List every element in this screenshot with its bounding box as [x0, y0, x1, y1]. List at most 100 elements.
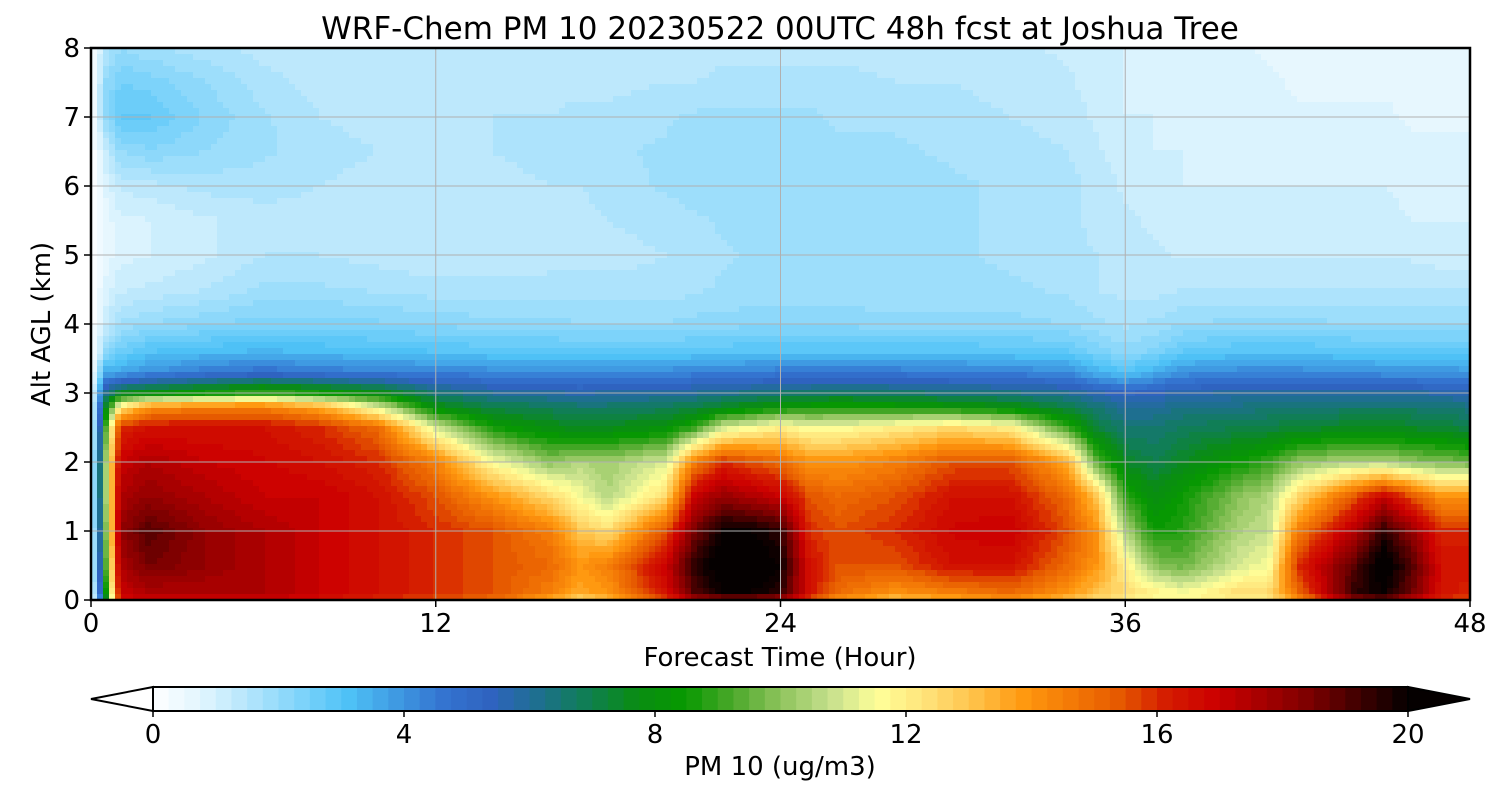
field-cell: [337, 402, 344, 409]
field-cell: [97, 516, 104, 523]
field-cell: [139, 450, 146, 457]
field-cell: [205, 540, 212, 547]
field-cell: [283, 168, 290, 175]
field-cell: [289, 336, 296, 343]
field-cell: [367, 54, 374, 61]
field-cell: [157, 588, 164, 595]
field-cell: [313, 258, 320, 265]
field-cell: [343, 78, 350, 85]
field-cell: [349, 504, 356, 511]
field-cell: [379, 234, 386, 241]
field-cell: [325, 486, 332, 493]
field-cell: [97, 312, 104, 319]
field-cell: [385, 348, 392, 355]
field-cell: [403, 288, 410, 295]
field-cell: [115, 348, 122, 355]
field-cell: [403, 420, 410, 427]
field-cell: [241, 558, 248, 565]
field-cell: [175, 408, 182, 415]
field-cell: [343, 144, 350, 151]
field-cell: [391, 324, 398, 331]
field-cell: [163, 516, 170, 523]
field-cell: [139, 108, 146, 115]
field-cell: [223, 204, 230, 211]
field-cell: [391, 414, 398, 421]
field-cell: [139, 270, 146, 277]
field-cell: [361, 216, 368, 223]
field-cell: [361, 306, 368, 313]
field-cell: [181, 156, 188, 163]
field-cell: [199, 72, 206, 79]
field-cell: [337, 234, 344, 241]
field-cell: [379, 198, 386, 205]
field-cell: [139, 468, 146, 475]
field-cell: [127, 486, 134, 493]
field-cell: [403, 354, 410, 361]
field-cell: [391, 306, 398, 313]
field-cell: [337, 414, 344, 421]
field-cell: [409, 516, 416, 523]
field-cell: [217, 414, 224, 421]
field-cell: [379, 96, 386, 103]
field-cell: [283, 216, 290, 223]
field-cell: [385, 132, 392, 139]
field-cell: [151, 102, 158, 109]
field-cell: [325, 174, 332, 181]
field-cell: [397, 222, 404, 229]
field-cell: [253, 288, 260, 295]
field-cell: [175, 450, 182, 457]
field-cell: [145, 108, 152, 115]
field-cell: [235, 90, 242, 97]
field-cell: [271, 144, 278, 151]
field-cell: [277, 306, 284, 313]
field-cell: [151, 246, 158, 253]
field-cell: [187, 72, 194, 79]
field-cell: [289, 132, 296, 139]
field-cell: [307, 552, 314, 559]
field-cell: [403, 294, 410, 301]
field-cell: [223, 270, 230, 277]
field-cell: [403, 342, 410, 349]
field-cell: [373, 330, 380, 337]
field-cell: [241, 546, 248, 553]
field-cell: [217, 444, 224, 451]
field-cell: [313, 558, 320, 565]
field-cell: [337, 570, 344, 577]
field-cell: [169, 486, 176, 493]
field-cell: [343, 108, 350, 115]
field-cell: [403, 336, 410, 343]
field-cell: [133, 510, 140, 517]
field-cell: [109, 510, 116, 517]
field-cell: [127, 546, 134, 553]
field-cell: [313, 324, 320, 331]
field-cell: [175, 336, 182, 343]
field-cell: [343, 426, 350, 433]
field-cell: [319, 78, 326, 85]
field-cell: [181, 570, 188, 577]
field-cell: [235, 330, 242, 337]
field-cell: [397, 462, 404, 469]
field-cell: [313, 402, 320, 409]
field-cell: [241, 438, 248, 445]
field-cell: [193, 90, 200, 97]
field-cell: [223, 570, 230, 577]
field-cell: [277, 582, 284, 589]
field-cell: [373, 498, 380, 505]
field-cell: [373, 504, 380, 511]
field-cell: [205, 54, 212, 61]
field-cell: [301, 510, 308, 517]
field-cell: [271, 486, 278, 493]
field-cell: [313, 156, 320, 163]
field-cell: [247, 444, 254, 451]
field-cell: [133, 336, 140, 343]
field-cell: [319, 72, 326, 79]
field-cell: [109, 246, 116, 253]
field-cell: [391, 96, 398, 103]
field-cell: [343, 432, 350, 439]
field-cell: [121, 360, 128, 367]
field-cell: [205, 156, 212, 163]
field-cell: [229, 510, 236, 517]
field-cell: [403, 192, 410, 199]
field-cell: [283, 108, 290, 115]
field-cell: [367, 420, 374, 427]
